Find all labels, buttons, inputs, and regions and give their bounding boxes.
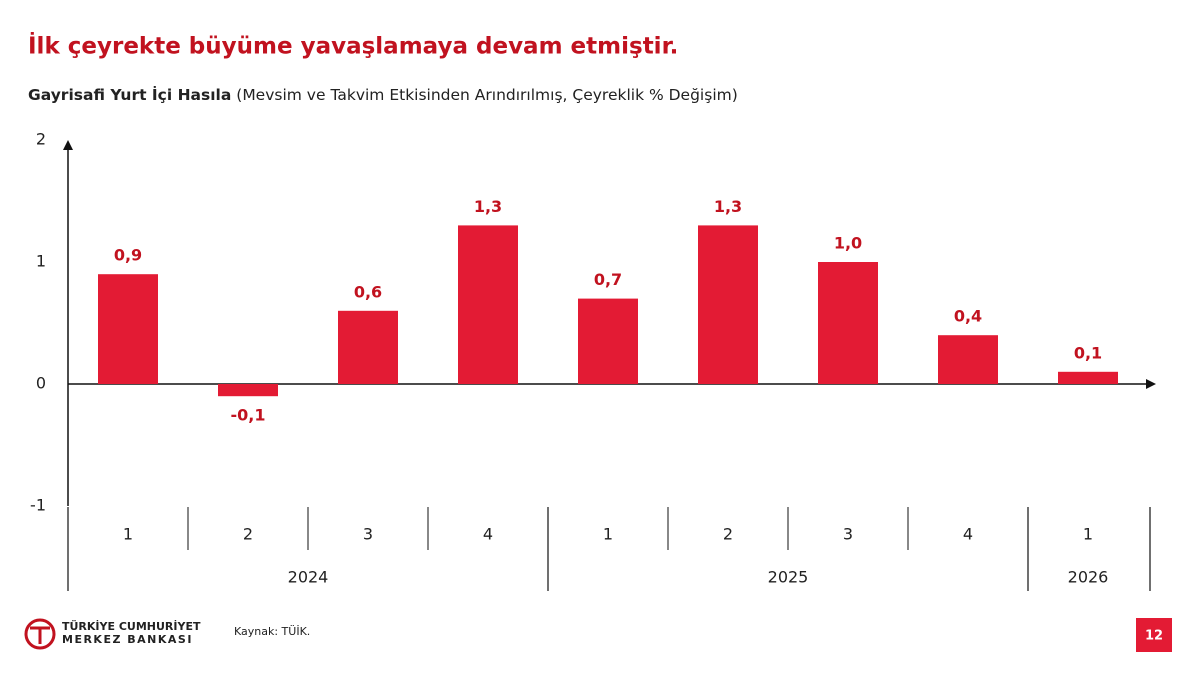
logo-mark [30, 626, 50, 644]
bar [818, 262, 878, 384]
x-tick-label: 1 [1083, 525, 1093, 544]
value-label: 0,4 [954, 307, 982, 326]
subtitle-bold: Gayrisafi Yurt İçi Hasıla [28, 85, 231, 104]
value-label: 1,0 [834, 234, 862, 253]
x-group-label: 2024 [288, 568, 329, 587]
x-tick-label: 4 [483, 525, 493, 544]
y-tick-label: 2 [36, 130, 46, 149]
y-tick-label: 1 [36, 252, 46, 271]
subtitle: Gayrisafi Yurt İçi Hasıla (Mevsim ve Tak… [28, 85, 738, 104]
value-label: 1,3 [714, 197, 742, 216]
bar [338, 310, 398, 384]
x-tick-label: 2 [243, 525, 253, 544]
y-arrow [63, 140, 73, 150]
value-label: 0,6 [354, 282, 382, 301]
slide-title: İlk çeyrekte büyüme yavaşlamaya devam et… [28, 32, 678, 60]
bar [698, 225, 758, 384]
bar [98, 274, 158, 384]
page-badge [1136, 618, 1172, 652]
x-tick-label: 2 [723, 525, 733, 544]
x-tick-label: 1 [123, 525, 133, 544]
x-group-label: 2026 [1068, 568, 1109, 587]
logo-text: TÜRKİYE CUMHURİYET [62, 619, 201, 633]
bar [1058, 371, 1118, 384]
y-tick-label: 0 [36, 374, 46, 393]
logo: TÜRKİYE CUMHURİYET MERKEZ BANKASI [24, 618, 201, 650]
source: Kaynak: TÜİK. [234, 625, 310, 638]
value-label: 1,3 [474, 197, 502, 216]
page-number: 12 [1145, 629, 1163, 644]
value-label: 0,7 [594, 270, 622, 289]
x-tick-label: 3 [843, 525, 853, 544]
value-label: 0,9 [114, 246, 142, 265]
x-tick-label: 3 [363, 525, 373, 544]
value-label: -0,1 [231, 406, 266, 425]
y-tick-label: -1 [30, 496, 46, 515]
x-tick-label: 1 [603, 525, 613, 544]
bar [578, 298, 638, 384]
x-group-label: 2025 [768, 568, 809, 587]
bar [458, 225, 518, 384]
bar [938, 335, 998, 384]
value-label: 0,1 [1074, 343, 1102, 362]
x-tick-label: 4 [963, 525, 973, 544]
logo-mark [24, 618, 56, 650]
bar [218, 384, 278, 397]
x-arrow [1146, 379, 1156, 389]
logo-text: MERKEZ BANKASI [62, 633, 193, 646]
subtitle-rest: (Mevsim ve Takvim Etkisinden Arındırılmı… [236, 86, 738, 104]
